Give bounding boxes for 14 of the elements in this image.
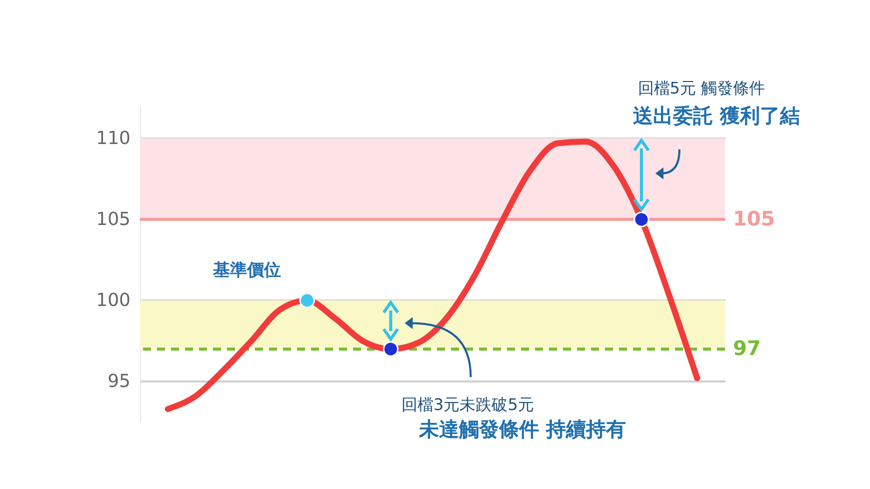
y-tick-label: 100	[96, 290, 130, 311]
y-tick-label: 110	[96, 128, 130, 149]
ref-line-label: 105	[733, 206, 775, 230]
ref-line-label: 97	[733, 336, 761, 360]
annotation: 基準價位	[212, 260, 282, 280]
point	[634, 212, 650, 228]
point	[299, 292, 315, 308]
y-tick-label: 105	[96, 208, 130, 230]
annotation: 未達觸發條件 持續持有	[418, 417, 626, 442]
annotation: 回檔3元未跌破5元	[402, 395, 534, 414]
annotation: 送出委託 獲利了結	[632, 103, 800, 128]
y-tick-label: 95	[108, 370, 130, 392]
point	[382, 341, 399, 357]
text: 回檔5元 觸發條件	[638, 78, 766, 98]
